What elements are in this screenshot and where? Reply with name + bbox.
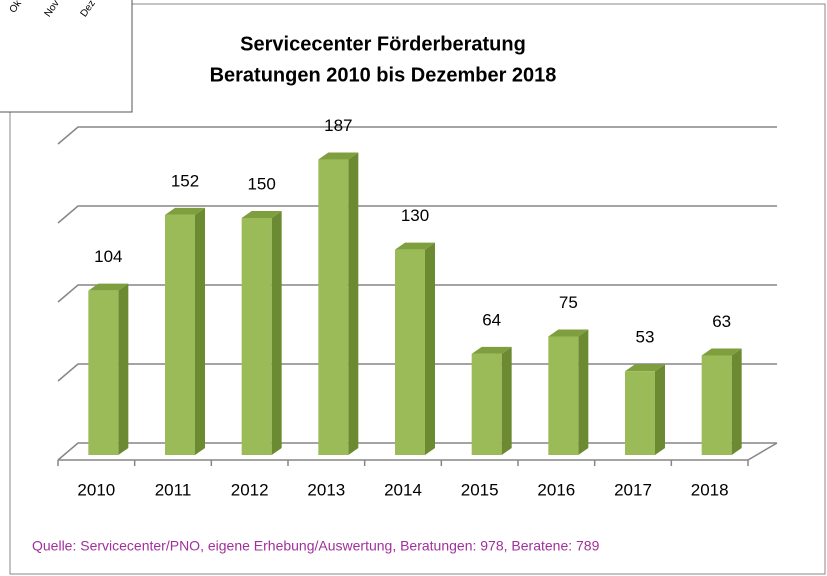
bar-top bbox=[88, 283, 129, 291]
data-label: 130 bbox=[401, 206, 429, 225]
bar bbox=[88, 290, 119, 455]
x-tick-label: 2016 bbox=[537, 480, 575, 499]
bar-side bbox=[578, 329, 589, 455]
bar-side bbox=[425, 242, 435, 455]
bar-top bbox=[241, 211, 282, 218]
bar bbox=[548, 336, 579, 455]
chart-title: Servicecenter Förderberatung bbox=[240, 33, 526, 55]
bar-side bbox=[118, 283, 129, 455]
grid-line bbox=[57, 205, 777, 224]
bar bbox=[625, 371, 655, 455]
overlay-chart: Ok Nov Dez bbox=[0, 0, 133, 113]
bar-top bbox=[701, 348, 742, 356]
bar bbox=[318, 159, 349, 456]
data-label: 64 bbox=[482, 310, 501, 329]
bar bbox=[701, 355, 732, 455]
bar-side bbox=[731, 348, 742, 455]
data-label: 63 bbox=[712, 312, 731, 331]
x-tick-label: 2015 bbox=[461, 480, 499, 499]
bar bbox=[241, 218, 272, 455]
x-tick-label: 2013 bbox=[307, 480, 345, 499]
x-tick-label: 2017 bbox=[614, 480, 652, 499]
overlay-box bbox=[0, 0, 133, 113]
bar-top bbox=[395, 242, 435, 250]
data-label: 187 bbox=[324, 116, 352, 135]
data-label: 150 bbox=[247, 174, 275, 193]
data-label: 104 bbox=[94, 247, 122, 266]
x-tick-label: 2010 bbox=[77, 480, 115, 499]
bar bbox=[471, 353, 502, 455]
bar bbox=[395, 249, 425, 455]
plot: 2010 104 2011 152 2012 150 2013 187 2014 130 2015 6… bbox=[57, 116, 778, 499]
x-tick-label: 2012 bbox=[231, 480, 269, 499]
x-tick-label: 2014 bbox=[384, 480, 422, 499]
source-note: Quelle: Servicecenter/PNO, eigene Erhebu… bbox=[32, 538, 600, 554]
data-label: 152 bbox=[171, 171, 199, 190]
bar bbox=[165, 214, 195, 455]
grid-line bbox=[57, 126, 777, 145]
bar-top bbox=[548, 329, 589, 337]
data-label: 75 bbox=[559, 293, 578, 312]
bar-top bbox=[318, 152, 359, 160]
grid-line bbox=[57, 363, 777, 382]
bar-side bbox=[501, 346, 512, 455]
x-tick-label: 2018 bbox=[691, 480, 729, 499]
bar-side bbox=[348, 152, 359, 456]
bar-side bbox=[271, 211, 282, 455]
x-tick-label: 2011 bbox=[155, 480, 192, 499]
chart-subtitle: Beratungen 2010 bis Dezember 2018 bbox=[210, 64, 557, 86]
data-label: 53 bbox=[636, 328, 655, 347]
grid-line bbox=[57, 442, 777, 461]
bar-side bbox=[655, 364, 665, 455]
bar-top bbox=[165, 207, 205, 215]
bar-side bbox=[195, 207, 205, 455]
grid-line bbox=[57, 284, 777, 303]
bar-top bbox=[625, 364, 665, 372]
bar-top bbox=[471, 346, 512, 354]
